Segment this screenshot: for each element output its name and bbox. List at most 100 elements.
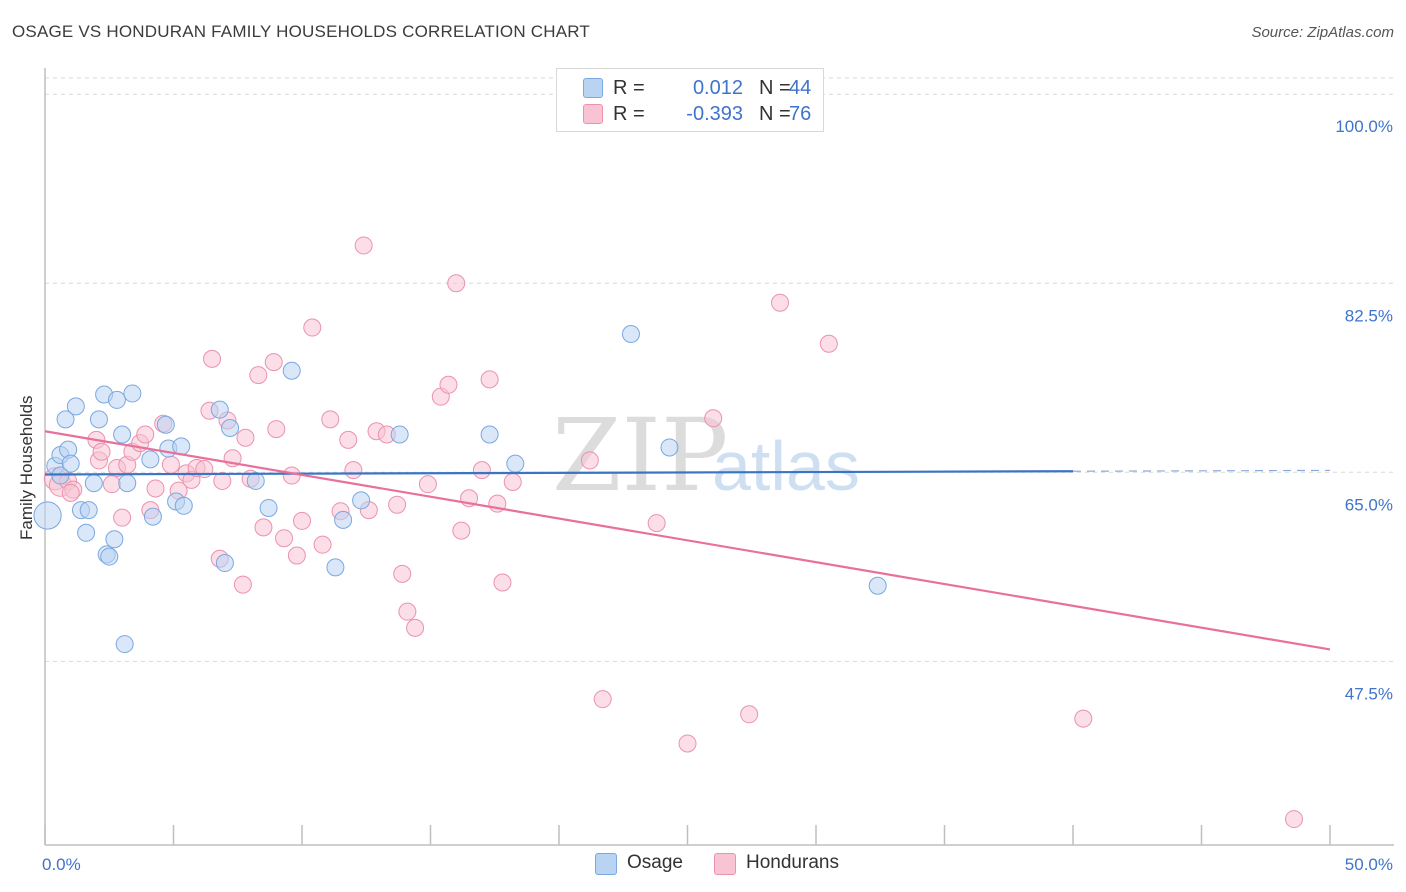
- honduran-point: [236, 428, 255, 447]
- honduran-point: [203, 349, 222, 368]
- honduran-point: [580, 451, 599, 470]
- honduran-point: [264, 353, 283, 372]
- legend-r-value: -0.393: [686, 103, 743, 125]
- osage-point: [105, 530, 124, 549]
- honduran-point: [354, 236, 373, 255]
- honduran-point: [647, 514, 666, 533]
- honduran-point: [102, 475, 121, 494]
- honduran-point: [1285, 810, 1304, 829]
- hondurans-legend-label: Hondurans: [746, 852, 839, 873]
- osage-point: [210, 400, 229, 419]
- honduran-point: [1074, 709, 1093, 728]
- honduran-point: [593, 690, 612, 709]
- osage-swatch: [583, 78, 603, 98]
- osage-point: [868, 576, 887, 595]
- osage-point: [390, 425, 409, 444]
- honduran-point: [146, 479, 165, 498]
- osage-point: [79, 501, 98, 520]
- honduran-point: [678, 734, 697, 753]
- honduran-point: [233, 575, 252, 594]
- osage-point: [621, 325, 640, 344]
- osage-point: [156, 415, 175, 434]
- honduran-point: [293, 511, 311, 530]
- honduran-point: [92, 442, 111, 461]
- honduran-point: [480, 370, 499, 389]
- osage-point: [89, 410, 108, 429]
- honduran-point: [819, 334, 838, 353]
- axes: [44, 68, 1394, 846]
- x-tick-label: 50.0%: [1345, 855, 1393, 874]
- honduran-swatch: [714, 853, 736, 875]
- osage-legend-label: Osage: [627, 852, 683, 873]
- source-label: Source: ZipAtlas.com: [1251, 24, 1394, 41]
- honduran-point: [447, 274, 466, 293]
- chart-title: OSAGE VS HONDURAN FAMILY HOUSEHOLDS CORR…: [12, 22, 590, 41]
- osage-point: [33, 501, 62, 530]
- honduran-point: [321, 410, 340, 429]
- osage-point: [66, 397, 85, 416]
- correlation-legend: R = 0.012 N = 44 R = -0.393 N = 76: [556, 68, 824, 132]
- legend-n-value: 44: [789, 77, 812, 99]
- honduran-point: [267, 420, 286, 439]
- osage-point: [259, 498, 278, 517]
- honduran-point: [136, 425, 155, 444]
- osage-point: [115, 635, 134, 654]
- y-tick-label: 100.0%: [1335, 117, 1393, 136]
- honduran-point: [398, 602, 417, 621]
- honduran-point: [439, 375, 458, 394]
- honduran-point: [339, 430, 358, 449]
- osage-points: [33, 325, 887, 654]
- honduran-point: [344, 461, 363, 480]
- osage-point: [660, 438, 679, 457]
- osage-point: [282, 361, 301, 380]
- osage-point: [84, 474, 103, 493]
- honduran-point: [418, 475, 437, 494]
- legend-n-label: N =: [759, 77, 791, 99]
- watermark-zip: ZIP: [552, 397, 728, 514]
- y-tick-label: 82.5%: [1345, 306, 1393, 325]
- honduran-trend-line: [44, 430, 1331, 651]
- osage-point: [100, 547, 119, 566]
- osage-point: [174, 496, 193, 515]
- honduran-point: [393, 564, 412, 583]
- legend-n-label: N =: [759, 103, 791, 125]
- honduran-point: [287, 546, 306, 565]
- honduran-point: [282, 466, 301, 485]
- honduran-point: [249, 366, 268, 385]
- osage-point: [326, 558, 345, 577]
- honduran-point: [503, 473, 522, 492]
- legend-r-label: R =: [613, 77, 645, 99]
- osage-point: [221, 419, 240, 438]
- osage-point: [123, 384, 142, 403]
- honduran-point: [61, 483, 80, 502]
- osage-point: [480, 425, 499, 444]
- osage-point: [118, 474, 137, 493]
- osage-point: [141, 450, 160, 469]
- osage-point: [352, 491, 371, 510]
- osage-point: [506, 454, 525, 473]
- honduran-swatch: [583, 104, 603, 124]
- osage-point: [215, 554, 234, 573]
- honduran-point: [493, 573, 512, 592]
- osage-point: [51, 466, 70, 485]
- honduran-point: [113, 508, 132, 527]
- x-tick-label: 0.0%: [42, 855, 81, 874]
- y-tick-label: 47.5%: [1345, 684, 1393, 703]
- honduran-point: [406, 618, 425, 637]
- osage-point: [77, 523, 96, 542]
- osage-point: [334, 510, 353, 529]
- honduran-point: [313, 535, 332, 554]
- osage-trend-line: [44, 470, 1074, 476]
- honduran-point: [740, 705, 759, 724]
- osage-point: [56, 410, 75, 429]
- honduran-point: [771, 293, 790, 312]
- honduran-point: [303, 318, 322, 337]
- honduran-point: [704, 409, 723, 428]
- osage-point: [61, 454, 80, 473]
- watermark: ZIP atlas: [552, 397, 860, 514]
- honduran-point: [254, 518, 273, 537]
- watermark-atlas: atlas: [712, 427, 860, 505]
- legend-r-value: 0.012: [692, 77, 743, 99]
- honduran-point: [275, 529, 294, 548]
